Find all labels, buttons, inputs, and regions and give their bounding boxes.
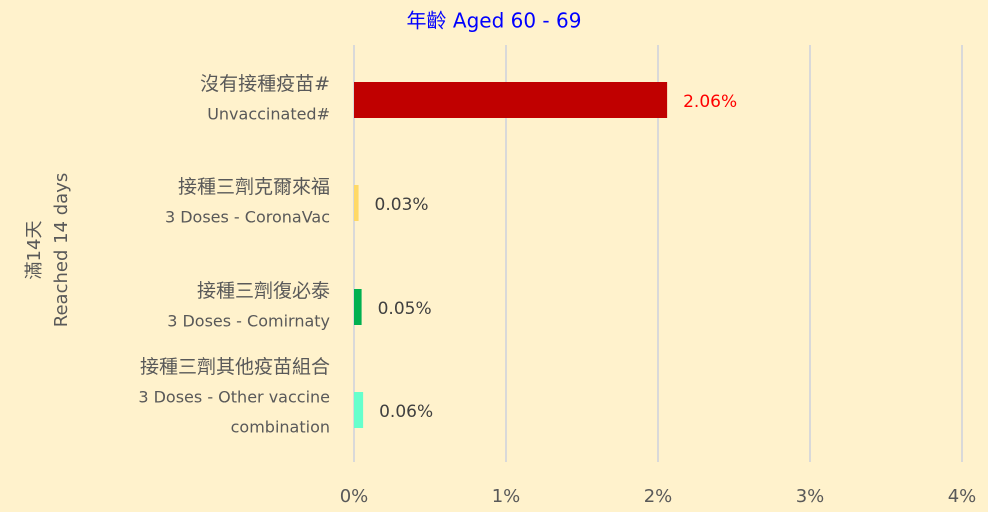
value-label: 0.06%: [379, 402, 433, 422]
y-tick-label: 接種三劑復必泰: [197, 280, 330, 302]
y-tick-label: 接種三劑克爾來福: [178, 176, 330, 198]
y-tick-label: 3 Doses - Other vaccine: [138, 388, 330, 407]
bar: [354, 392, 364, 428]
y-tick-label: Unvaccinated#: [207, 105, 330, 124]
y-tick-label: 沒有接種疫苗#: [200, 73, 330, 95]
x-tick-label: 3%: [796, 486, 825, 507]
value-label: 0.03%: [375, 195, 429, 215]
x-tick-label: 2%: [644, 486, 673, 507]
y-tick-label: combination: [231, 418, 330, 437]
bar: [354, 185, 359, 221]
x-tick-label: 1%: [492, 486, 521, 507]
x-tick-label: 0%: [340, 486, 369, 507]
y-axis-label: Reached 14 days: [51, 173, 72, 327]
y-tick-label: 接種三劑其他疫苗組合: [140, 356, 330, 378]
x-tick-label: 4%: [948, 486, 977, 507]
y-tick-label: 3 Doses - Comirnaty: [167, 312, 330, 331]
bar: [354, 289, 362, 325]
value-label: 0.05%: [378, 299, 432, 319]
value-label: 2.06%: [683, 92, 737, 112]
bar: [354, 82, 668, 118]
chart-title: 年齡 Aged 60 - 69: [407, 9, 582, 33]
y-axis-label: 滿14天: [24, 221, 45, 280]
y-tick-label: 3 Doses - CoronaVac: [165, 208, 330, 227]
